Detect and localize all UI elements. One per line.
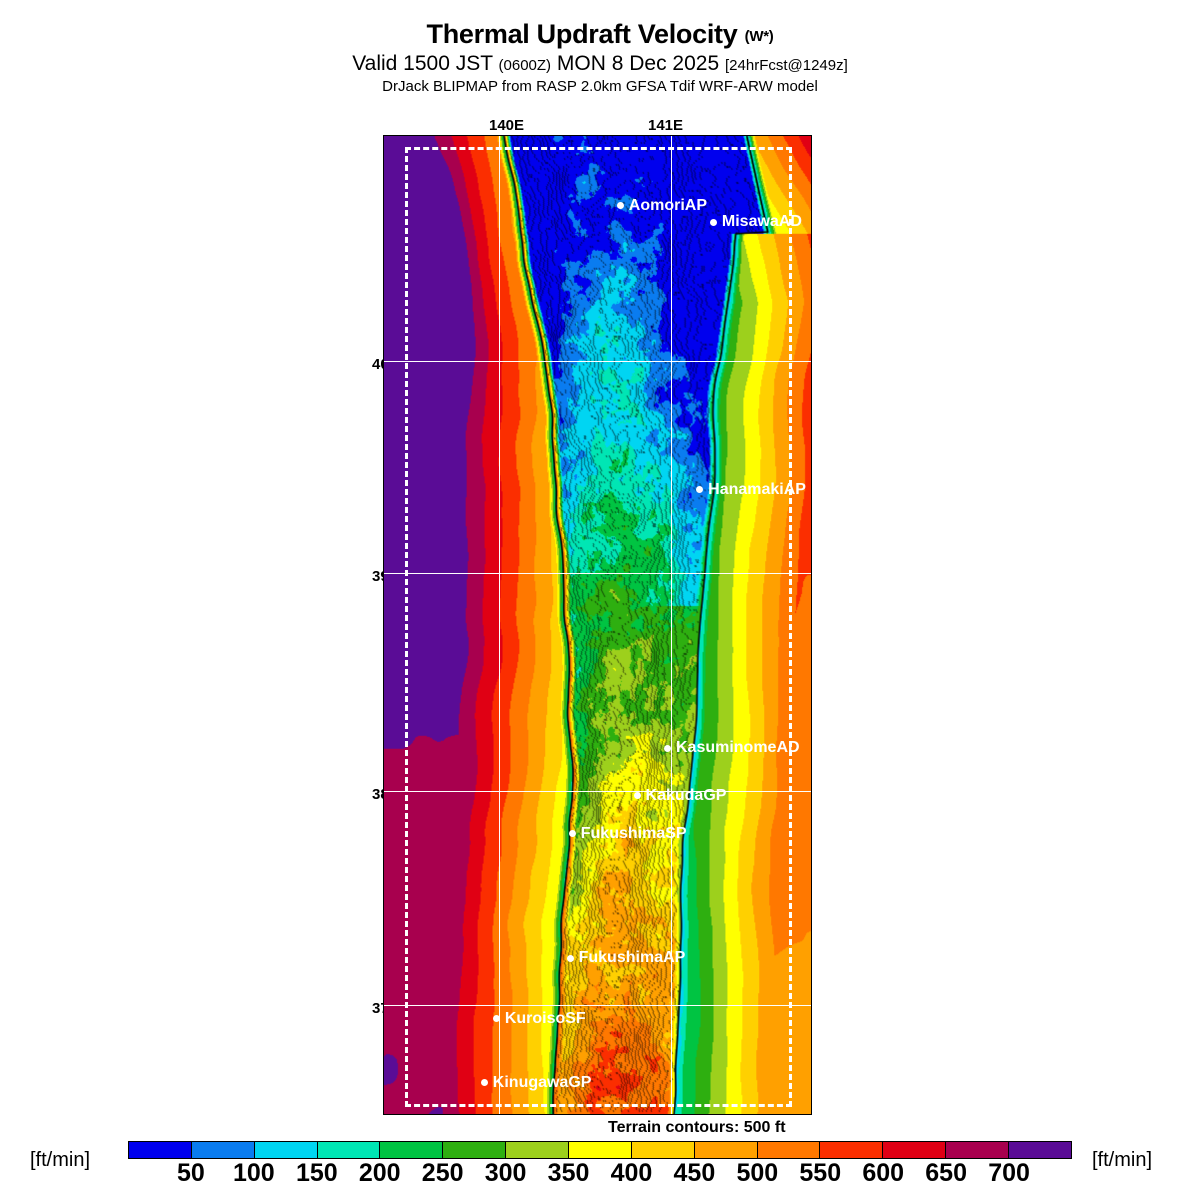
site-dot-icon	[663, 744, 671, 752]
colorbar-tick-550: 550	[799, 1159, 842, 1187]
site-dot-icon	[568, 830, 576, 838]
graticule-lat-40n	[384, 361, 811, 362]
colorbar-swatch-50	[191, 1142, 255, 1158]
site-dot-icon	[616, 202, 624, 210]
colorbar-swatch-150	[317, 1142, 381, 1158]
site-label: HanamakiAP	[708, 480, 806, 498]
colorbar-swatch-400	[631, 1142, 695, 1158]
colorbar-tick-50: 50	[177, 1159, 205, 1187]
colorbar-swatch-700	[1009, 1142, 1071, 1158]
site-dot-icon	[709, 218, 717, 226]
forecast-age-tag: [24hrFcst@1249z]	[725, 57, 848, 75]
site-marker-kakudagp[interactable]: KakudaGP	[633, 786, 727, 804]
site-marker-misawaad[interactable]: MisawaAD	[709, 213, 802, 231]
colorbar-tick-500: 500	[736, 1159, 779, 1187]
title-text: Thermal Updraft Velocity	[426, 19, 738, 49]
valid-local-time: Valid 1500 JST	[352, 52, 493, 76]
colorbar-tick-600: 600	[862, 1159, 905, 1187]
site-label: FukushimaSP	[580, 824, 687, 842]
colorbar-tick-150: 150	[295, 1159, 338, 1187]
site-dot-icon	[696, 486, 704, 494]
colorbar-tick-450: 450	[673, 1159, 716, 1187]
valid-utc-time: (0600Z)	[498, 57, 552, 75]
colorbar-swatch-0	[129, 1142, 192, 1158]
graticule-lat-39n	[384, 573, 811, 574]
site-marker-hanamakiap[interactable]: HanamakiAP	[696, 480, 806, 498]
thermal-updraft-raster	[384, 136, 811, 1114]
graticule-lat-38n	[384, 791, 811, 792]
colorbar-swatch-300	[506, 1142, 570, 1158]
graticule-lon-141e	[671, 136, 672, 1114]
colorbar-swatches[interactable]	[128, 1141, 1072, 1159]
colorbar-tick-labels: 50 100 150 200 250 300 350 400 450 500 550 600 650 70…	[128, 1161, 1072, 1191]
colorbar-tick-700: 700	[988, 1159, 1030, 1187]
site-label: KakudaGP	[645, 786, 727, 804]
site-label: MisawaAD	[721, 213, 802, 231]
colorbar-tick-400: 400	[610, 1159, 653, 1187]
site-label: AomoriAP	[628, 196, 708, 214]
site-marker-kasuminomead[interactable]: KasuminomeAD	[663, 739, 800, 757]
site-marker-fukushimaap[interactable]: FukushimaAP	[566, 949, 686, 967]
graticule-lat-37n	[384, 1005, 811, 1006]
colorbar-swatch-450	[694, 1142, 758, 1158]
forecast-map[interactable]: 140E 141E	[383, 135, 812, 1115]
site-marker-kinugawagp[interactable]: KinugawaGP	[480, 1073, 592, 1091]
site-label: FukushimaAP	[578, 949, 686, 967]
colorbar-swatch-350	[569, 1142, 632, 1158]
colorbar-tick-100: 100	[233, 1159, 275, 1187]
colorbar[interactable]: 50 100 150 200 250 300 350 400 450 500 550 600 650 70…	[0, 1140, 1200, 1200]
terrain-contour-note: Terrain contours: 500 ft	[608, 1119, 786, 1136]
colorbar-unit-left: [ft/min]	[30, 1149, 91, 1171]
colorbar-swatch-650	[946, 1142, 1010, 1158]
page-title: Thermal Updraft Velocity (W*)	[0, 20, 1200, 48]
site-dot-icon	[492, 1015, 500, 1023]
site-dot-icon	[480, 1079, 488, 1087]
site-label: KinugawaGP	[492, 1073, 592, 1091]
title-parameter-symbol: (W*)	[744, 28, 774, 45]
valid-time-line: Valid 1500 JST (0600Z) MON 8 Dec 2025 [2…	[0, 53, 1200, 75]
site-marker-kuroisosf[interactable]: KuroisoSF	[492, 1009, 586, 1027]
site-dot-icon	[633, 792, 641, 800]
graticule-lon-140e	[499, 136, 500, 1114]
colorbar-swatch-600	[883, 1142, 947, 1158]
model-source-line: DrJack BLIPMAP from RASP 2.0km GFSA Tdif…	[382, 78, 818, 96]
title-block: Thermal Updraft Velocity (W*) Valid 1500…	[0, 0, 1200, 95]
colorbar-unit-right: [ft/min]	[1092, 1149, 1153, 1171]
colorbar-swatch-200	[380, 1142, 444, 1158]
site-marker-fukushimasp[interactable]: FukushimaSP	[568, 824, 687, 842]
colorbar-swatch-250	[443, 1142, 507, 1158]
model-domain-box	[405, 147, 792, 1107]
lon-tick-label-top-140e: 140E	[489, 117, 525, 134]
lon-tick-label-top-141e: 141E	[648, 117, 684, 134]
colorbar-tick-650: 650	[925, 1159, 967, 1187]
site-label: KuroisoSF	[504, 1009, 586, 1027]
colorbar-tick-250: 250	[421, 1159, 464, 1187]
colorbar-tick-300: 300	[484, 1159, 527, 1187]
site-dot-icon	[566, 954, 574, 962]
site-label: KasuminomeAD	[675, 739, 800, 757]
colorbar-tick-350: 350	[547, 1159, 590, 1187]
colorbar-swatch-500	[757, 1142, 821, 1158]
colorbar-swatch-550	[820, 1142, 884, 1158]
valid-date: MON 8 Dec 2025	[556, 52, 720, 76]
site-marker-aomoriap[interactable]: AomoriAP	[616, 196, 708, 214]
colorbar-swatch-100	[254, 1142, 318, 1158]
colorbar-tick-200: 200	[358, 1159, 401, 1187]
